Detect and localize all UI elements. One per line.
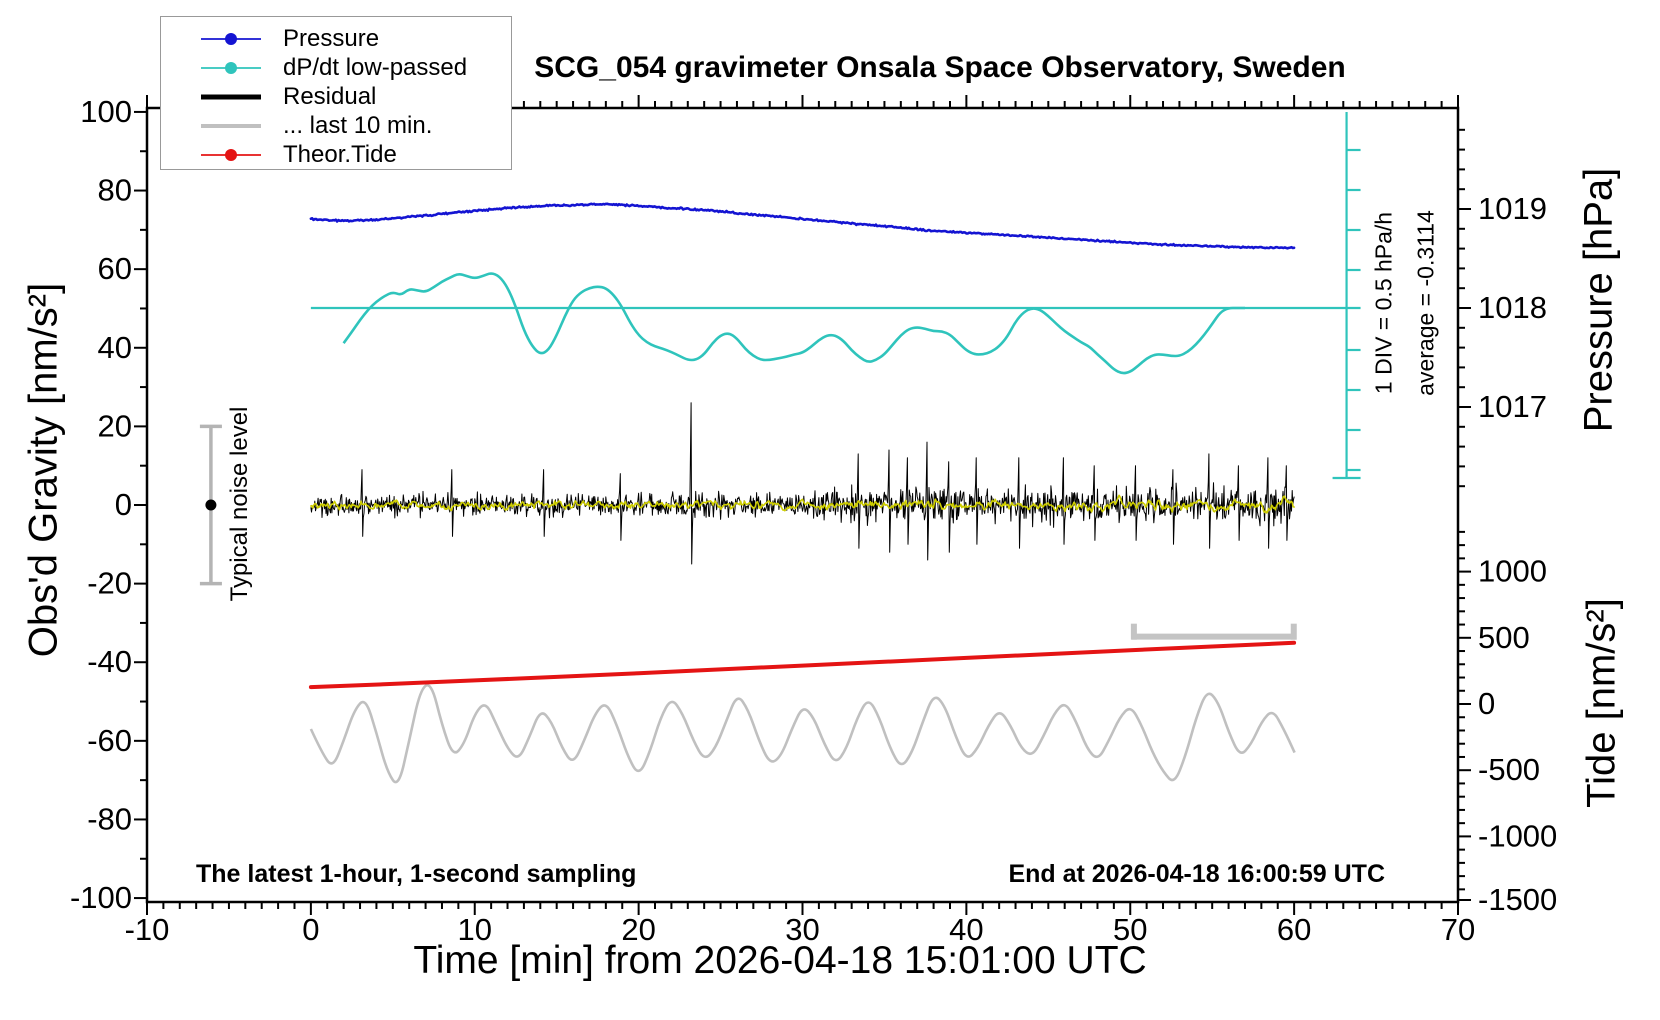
legend-item--last-10-min-: ... last 10 min. bbox=[161, 111, 511, 140]
average-label: average = -0.3114 bbox=[1412, 210, 1439, 396]
tide-tick-label: 0 bbox=[1478, 686, 1495, 721]
typical-noise-label: Typical noise level bbox=[226, 406, 253, 602]
legend-items: Pressure dP/dt low-passed Residual... last… bbox=[161, 24, 511, 169]
x-tick-label: 40 bbox=[949, 912, 983, 947]
legend-box: Pressure dP/dt low-passed Residual... last… bbox=[160, 16, 512, 170]
y-axis-title-tide: Tide [nm/s²] bbox=[1579, 598, 1624, 808]
gravity-tick-label: 60 bbox=[98, 251, 132, 286]
legend-item-theor-tide: Theor.Tide bbox=[161, 140, 511, 169]
legend-marker-dot bbox=[225, 32, 237, 45]
tide-tick-label: -1500 bbox=[1478, 882, 1557, 917]
gravity-tick-label: -20 bbox=[87, 566, 132, 601]
tide-tick-label: -1000 bbox=[1478, 818, 1557, 853]
gravity-tick-label: -40 bbox=[87, 644, 132, 679]
chart-title: SCG_054 gravimeter Onsala Space Observat… bbox=[534, 51, 1346, 84]
gravity-tick-label: -100 bbox=[70, 880, 132, 915]
legend-item-residual: Residual bbox=[161, 82, 511, 111]
gravity-tick-label: -80 bbox=[87, 801, 132, 836]
x-tick-label: 30 bbox=[785, 912, 819, 947]
legend-item-pressure: Pressure bbox=[161, 24, 511, 53]
sampling-note: The latest 1-hour, 1-second sampling bbox=[196, 860, 637, 888]
x-tick-label: -10 bbox=[125, 912, 170, 947]
y-axis-title-pressure: Pressure [hPa] bbox=[1576, 167, 1621, 433]
x-tick-label: 60 bbox=[1277, 912, 1311, 947]
legend-item-label: Theor.Tide bbox=[283, 140, 397, 168]
x-tick-label: 0 bbox=[302, 912, 319, 947]
x-tick-label: 10 bbox=[458, 912, 492, 947]
legend-swatch bbox=[201, 61, 261, 74]
x-tick-label: 70 bbox=[1441, 912, 1475, 947]
x-axis-title: Time [min] from 2026-04-18 15:01:00 UTC bbox=[413, 939, 1147, 982]
tide-tick-label: 1000 bbox=[1478, 554, 1547, 589]
pressure-tick-label: 1018 bbox=[1478, 290, 1547, 325]
tide-curve bbox=[308, 640, 1297, 690]
residual-lowpass-curve bbox=[310, 494, 1295, 514]
dpdt-curve bbox=[342, 272, 1245, 375]
legend-item-label: Residual bbox=[283, 82, 377, 110]
legend-item-label: ... last 10 min. bbox=[283, 111, 433, 139]
legend-swatch bbox=[201, 148, 261, 161]
div-scale-label: 1 DIV = 0.5 hPa/h bbox=[1370, 211, 1397, 395]
gravity-tick-label: -60 bbox=[87, 723, 132, 758]
legend-swatch bbox=[201, 123, 261, 128]
legend-item-label: Pressure bbox=[283, 24, 380, 52]
residual-curve bbox=[310, 402, 1295, 565]
tide-tick-label: 500 bbox=[1478, 620, 1530, 655]
y-axis-title-gravity: Obs'd Gravity [nm/s²] bbox=[21, 282, 66, 658]
legend-marker-dot bbox=[225, 148, 237, 161]
x-tick-label: 50 bbox=[1113, 912, 1147, 947]
pressure-curve bbox=[309, 202, 1296, 250]
last10min-curve bbox=[309, 683, 1296, 784]
gravity-tick-label: 100 bbox=[80, 94, 132, 129]
legend-swatch bbox=[201, 32, 261, 45]
legend-item-dp-dt-low-passed: dP/dt low-passed bbox=[161, 53, 511, 82]
tide-tick-label: -500 bbox=[1478, 752, 1540, 787]
legend-swatch bbox=[201, 94, 261, 99]
end-time-note: End at 2026-04-18 16:00:59 UTC bbox=[1008, 860, 1385, 888]
gravity-tick-label: 80 bbox=[98, 173, 132, 208]
gravity-tick-label: 40 bbox=[98, 330, 132, 365]
gravity-tick-label: 20 bbox=[98, 408, 132, 443]
gravity-tick-label: 0 bbox=[115, 487, 132, 522]
legend-marker-dot bbox=[225, 61, 237, 74]
noise-errorbar-dot bbox=[205, 499, 217, 511]
x-tick-label: 20 bbox=[621, 912, 655, 947]
pressure-tick-label: 1017 bbox=[1478, 389, 1547, 424]
pressure-tick-label: 1019 bbox=[1478, 191, 1547, 226]
legend-item-label: dP/dt low-passed bbox=[283, 53, 468, 81]
